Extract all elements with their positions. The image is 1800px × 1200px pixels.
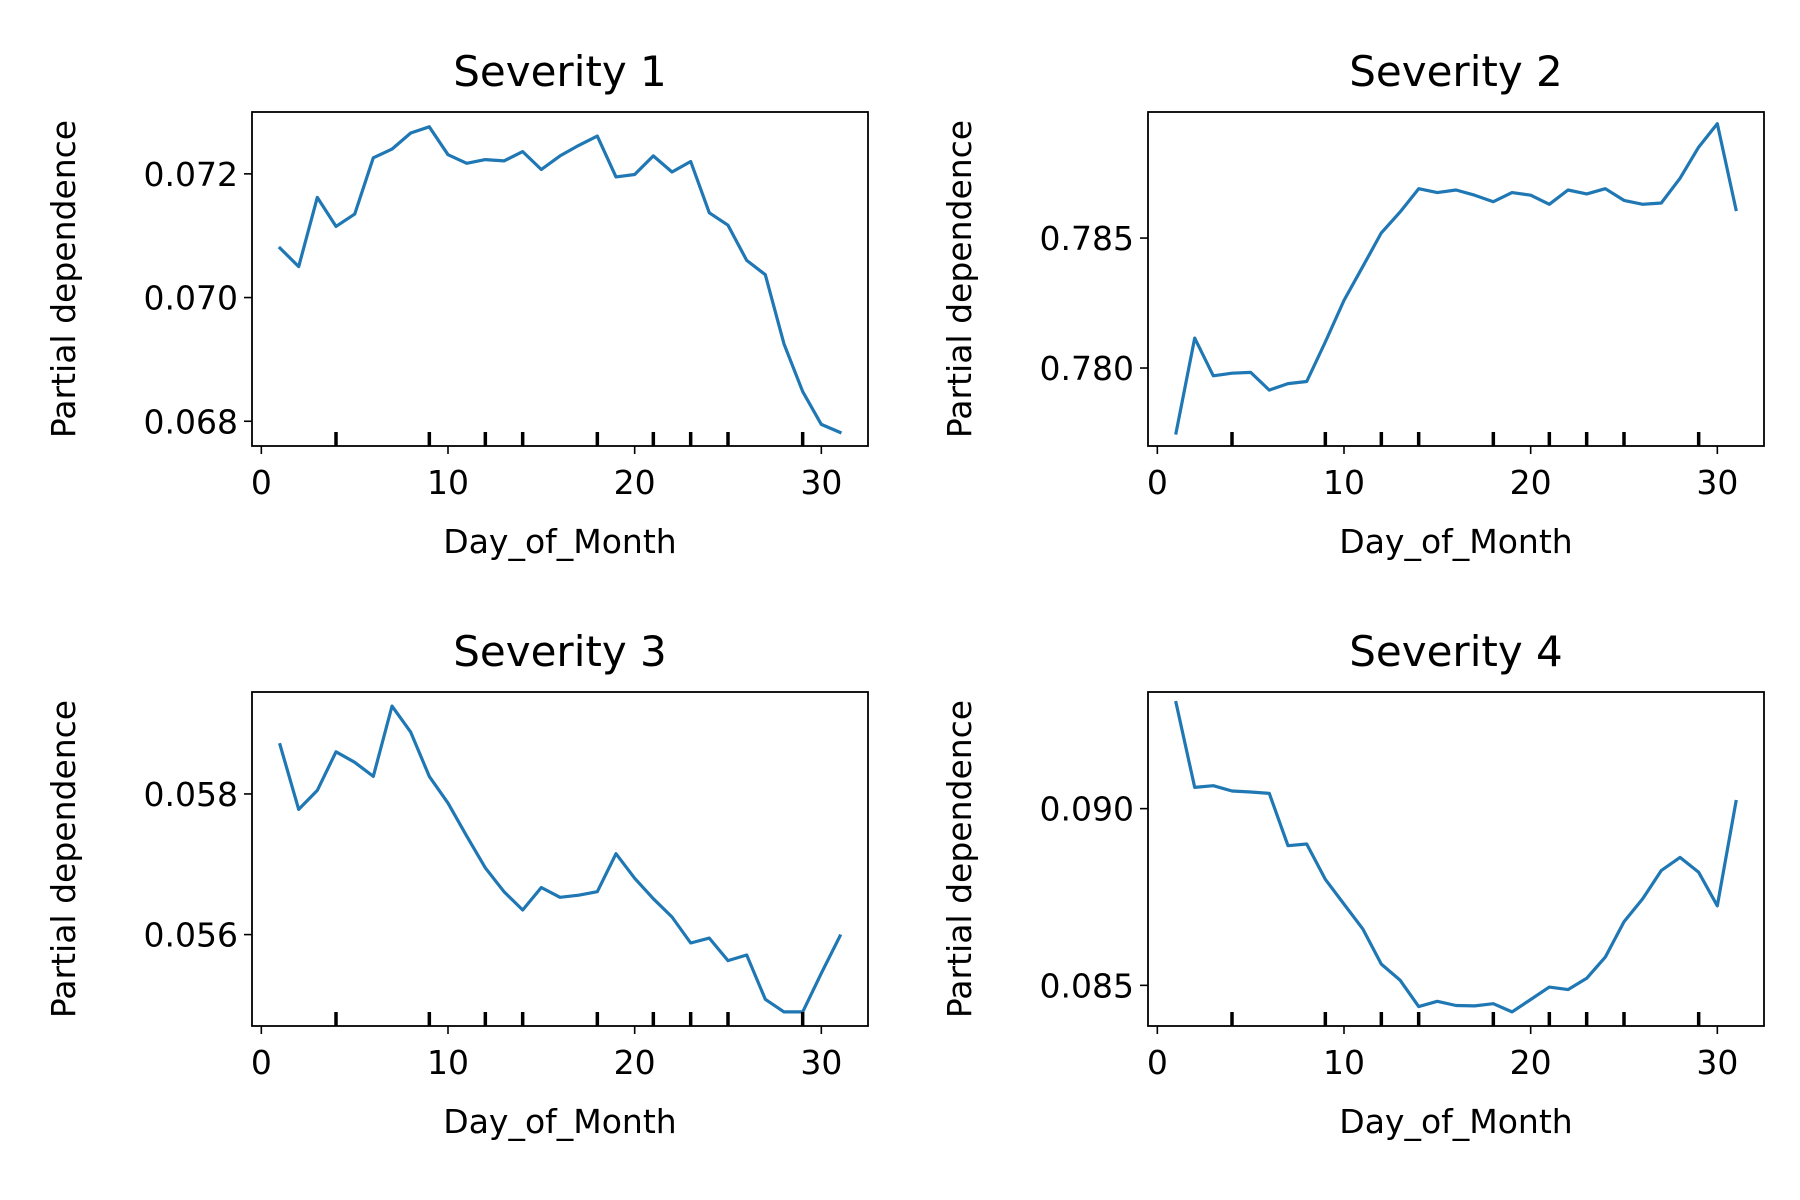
chart-panel-1: Severity 1 0 10 20 30 0.068 0.070 0.072 Day_of_M…: [44, 47, 869, 561]
series-line: [1174, 122, 1738, 435]
axes-frame: [251, 111, 869, 447]
panel-title: Severity 2: [1349, 47, 1563, 96]
x-tick-label: 10: [1323, 1043, 1365, 1082]
series-line: [278, 704, 843, 1014]
x-tick-label: 0: [1147, 1043, 1168, 1082]
series-line: [277, 125, 843, 435]
x-tick-label: 30: [800, 463, 842, 502]
x-tick-label: 10: [427, 463, 469, 502]
x-tick-label: 10: [427, 1043, 469, 1082]
x-axis-label: Day_of_Month: [1339, 1102, 1572, 1141]
y-tick-label: 0.058: [144, 775, 238, 814]
y-axis-label: Partial dependence: [44, 700, 83, 1018]
axes-frame: [1147, 691, 1765, 1027]
x-tick-label: 10: [1323, 463, 1365, 502]
axes-frame: [1147, 111, 1765, 447]
chart-panel-2: Severity 2 0 10 20 30 0.780 0.785 Day_of_Month P…: [940, 47, 1765, 561]
x-tick-label: 20: [1510, 1043, 1552, 1082]
series-line: [1174, 700, 1738, 1014]
y-axis-label: Partial dependence: [940, 120, 979, 438]
x-tick-label: 30: [800, 1043, 842, 1082]
y-tick-label: 0.072: [144, 155, 238, 194]
x-tick-label: 20: [1510, 463, 1552, 502]
chart-panel-3: Severity 3 0 10 20 30 0.056 0.058 Day_of_Month P…: [44, 627, 869, 1141]
panel-title: Severity 3: [453, 627, 667, 676]
y-tick-label: 0.070: [144, 279, 238, 318]
x-tick-label: 20: [614, 1043, 656, 1082]
y-axis-label: Partial dependence: [44, 120, 83, 438]
x-tick-label: 0: [251, 1043, 272, 1082]
x-tick-label: 0: [1147, 463, 1168, 502]
y-axis-label: Partial dependence: [940, 700, 979, 1018]
panel-title: Severity 4: [1349, 627, 1563, 676]
chart-panel-4: Severity 4 0 10 20 30 0.085 0.090 Day_of_Month P…: [940, 627, 1765, 1141]
x-axis-label: Day_of_Month: [1339, 522, 1572, 561]
x-tick-label: 0: [251, 463, 272, 502]
x-axis-label: Day_of_Month: [443, 522, 676, 561]
y-tick-label: 0.085: [1040, 966, 1134, 1005]
x-tick-label: 30: [1696, 463, 1738, 502]
x-axis-label: Day_of_Month: [443, 1102, 676, 1141]
y-tick-label: 0.785: [1040, 219, 1134, 258]
y-tick-label: 0.056: [144, 916, 238, 955]
x-tick-label: 30: [1696, 1043, 1738, 1082]
y-tick-label: 0.780: [1040, 349, 1134, 388]
x-tick-label: 20: [614, 463, 656, 502]
y-tick-label: 0.090: [1040, 790, 1134, 829]
panel-title: Severity 1: [453, 47, 667, 96]
axes-frame: [251, 691, 869, 1027]
y-tick-label: 0.068: [144, 402, 238, 441]
